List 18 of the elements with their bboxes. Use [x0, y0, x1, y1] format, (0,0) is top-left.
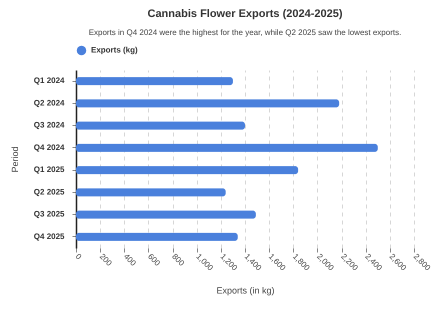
x-tick-label: 0 [74, 252, 84, 262]
legend-label: Exports (kg) [91, 46, 138, 54]
x-tick-label: 600 [146, 252, 162, 268]
y-tick-label: Q4 2024 [34, 142, 66, 152]
y-axis-title: Period [10, 146, 20, 173]
x-tick-label: 400 [122, 252, 138, 268]
y-tick-label: Q2 2024 [34, 98, 66, 108]
x-tick-label: 800 [170, 252, 186, 268]
y-tick-label: Q1 2024 [34, 76, 66, 86]
y-tick-label: Q4 2025 [34, 232, 66, 241]
x-axis-title: Exports (in kg) [216, 285, 275, 296]
x-tick-label: 200 [98, 252, 114, 268]
chart-subtitle: Exports in Q4 2024 were the highest for the year, while Q2 2025 saw the lowest exports. [88, 28, 402, 37]
chart-title: Cannabis Flower Exports (2024-2025) [147, 8, 343, 20]
y-tick-label: Q2 2025 [34, 187, 66, 196]
y-tick-label: Q3 2024 [34, 120, 66, 130]
y-tick-label: Q3 2025 [34, 210, 66, 219]
y-tick-label: Q1 2025 [34, 165, 66, 174]
